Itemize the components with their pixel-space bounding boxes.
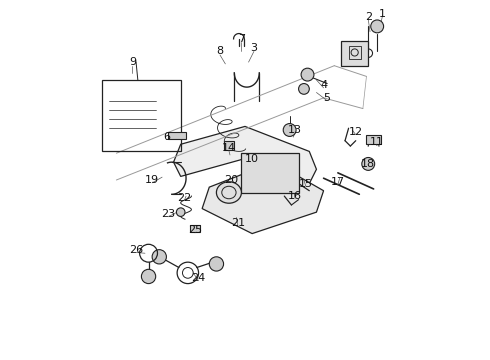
Text: 26: 26: [129, 245, 143, 255]
Text: 16: 16: [288, 191, 302, 201]
Text: 19: 19: [145, 175, 159, 185]
Bar: [348, 46, 361, 59]
Bar: [190, 225, 199, 232]
Circle shape: [176, 208, 185, 216]
Text: 5: 5: [324, 93, 331, 103]
Text: 11: 11: [370, 138, 384, 148]
Text: 3: 3: [250, 43, 257, 53]
Circle shape: [371, 20, 384, 33]
Polygon shape: [173, 126, 317, 184]
Text: 12: 12: [349, 127, 363, 137]
Text: 1: 1: [379, 9, 386, 19]
Circle shape: [152, 249, 167, 264]
Text: 6: 6: [163, 132, 170, 142]
Text: 14: 14: [222, 143, 236, 153]
Text: 9: 9: [129, 57, 136, 67]
Text: 22: 22: [177, 193, 192, 203]
Circle shape: [362, 157, 375, 170]
Text: 20: 20: [223, 175, 238, 185]
Bar: [102, 80, 181, 152]
Text: 4: 4: [320, 80, 327, 90]
Bar: [367, 135, 381, 144]
Bar: [223, 141, 234, 150]
Text: 10: 10: [245, 154, 259, 163]
Bar: [342, 41, 368, 66]
Text: 17: 17: [331, 177, 345, 187]
Text: 2: 2: [365, 13, 372, 22]
Bar: [242, 153, 298, 193]
Ellipse shape: [217, 182, 242, 203]
Circle shape: [209, 257, 223, 271]
Text: 23: 23: [161, 209, 175, 219]
Text: 13: 13: [288, 125, 302, 135]
Bar: [168, 132, 186, 139]
Text: 25: 25: [188, 225, 202, 235]
Text: 15: 15: [299, 179, 313, 189]
Circle shape: [283, 123, 296, 136]
Polygon shape: [202, 162, 323, 234]
Text: 8: 8: [217, 46, 223, 57]
Text: 21: 21: [231, 218, 245, 228]
Text: 18: 18: [361, 159, 375, 169]
Circle shape: [301, 68, 314, 81]
Circle shape: [142, 269, 156, 284]
Text: 24: 24: [192, 273, 206, 283]
Text: 7: 7: [238, 34, 245, 44]
Circle shape: [298, 84, 309, 94]
